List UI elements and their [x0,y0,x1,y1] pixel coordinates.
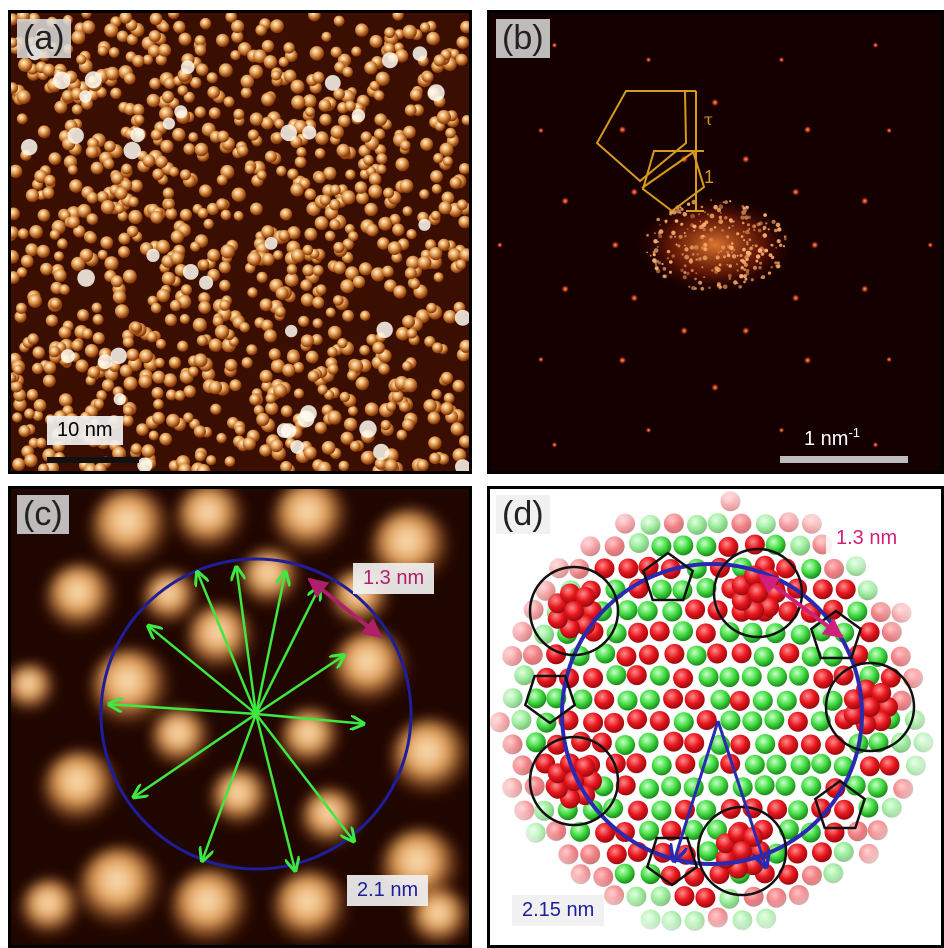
ratio-one-label: 1 [704,167,714,187]
distance-label-d: 1.3 nm [826,523,908,554]
fft-spots [496,42,934,448]
panel-label-b: (b) [496,19,550,58]
scale-bar-a [47,457,139,463]
fft-center-glow [635,195,795,295]
ratio-tau-label: τ [704,110,713,129]
panel-label-c: (c) [17,495,69,534]
panel-label-a: (a) [17,19,71,58]
pentagon-large [595,90,688,183]
stm-image-c [11,489,469,945]
scale-label-b: 1 nm-1 [804,425,860,450]
stm-image-a [11,13,469,471]
radial-arrows [109,567,364,871]
distance-label-c: 1.3 nm [353,563,435,594]
distance-arrow-c [307,577,383,639]
stm-blobs [11,489,469,945]
radius-label-d: 2.15 nm [512,895,605,926]
radius-arrows-d [674,720,766,867]
scale-label-a: 10 nm [47,416,123,445]
fft-image-b: τ 1 1 nm-1 [490,13,941,471]
atomic-model-d [490,489,941,945]
distance-arrow-d [758,573,844,639]
panel-c: (c) 1.3 nm 2.1 nm [8,486,472,948]
panel-label-d: (d) [496,495,550,534]
scale-bar-b [780,456,908,463]
panel-b: τ 1 1 nm-1 (b) [487,10,944,474]
ring-circle-c [99,557,413,871]
panel-a: (a) 10 nm [8,10,472,474]
radius-label-c: 2.1 nm [347,875,429,906]
ratio-bracket [686,90,704,212]
panel-d: (d) 1.3 nm 2.15 nm [487,486,944,948]
